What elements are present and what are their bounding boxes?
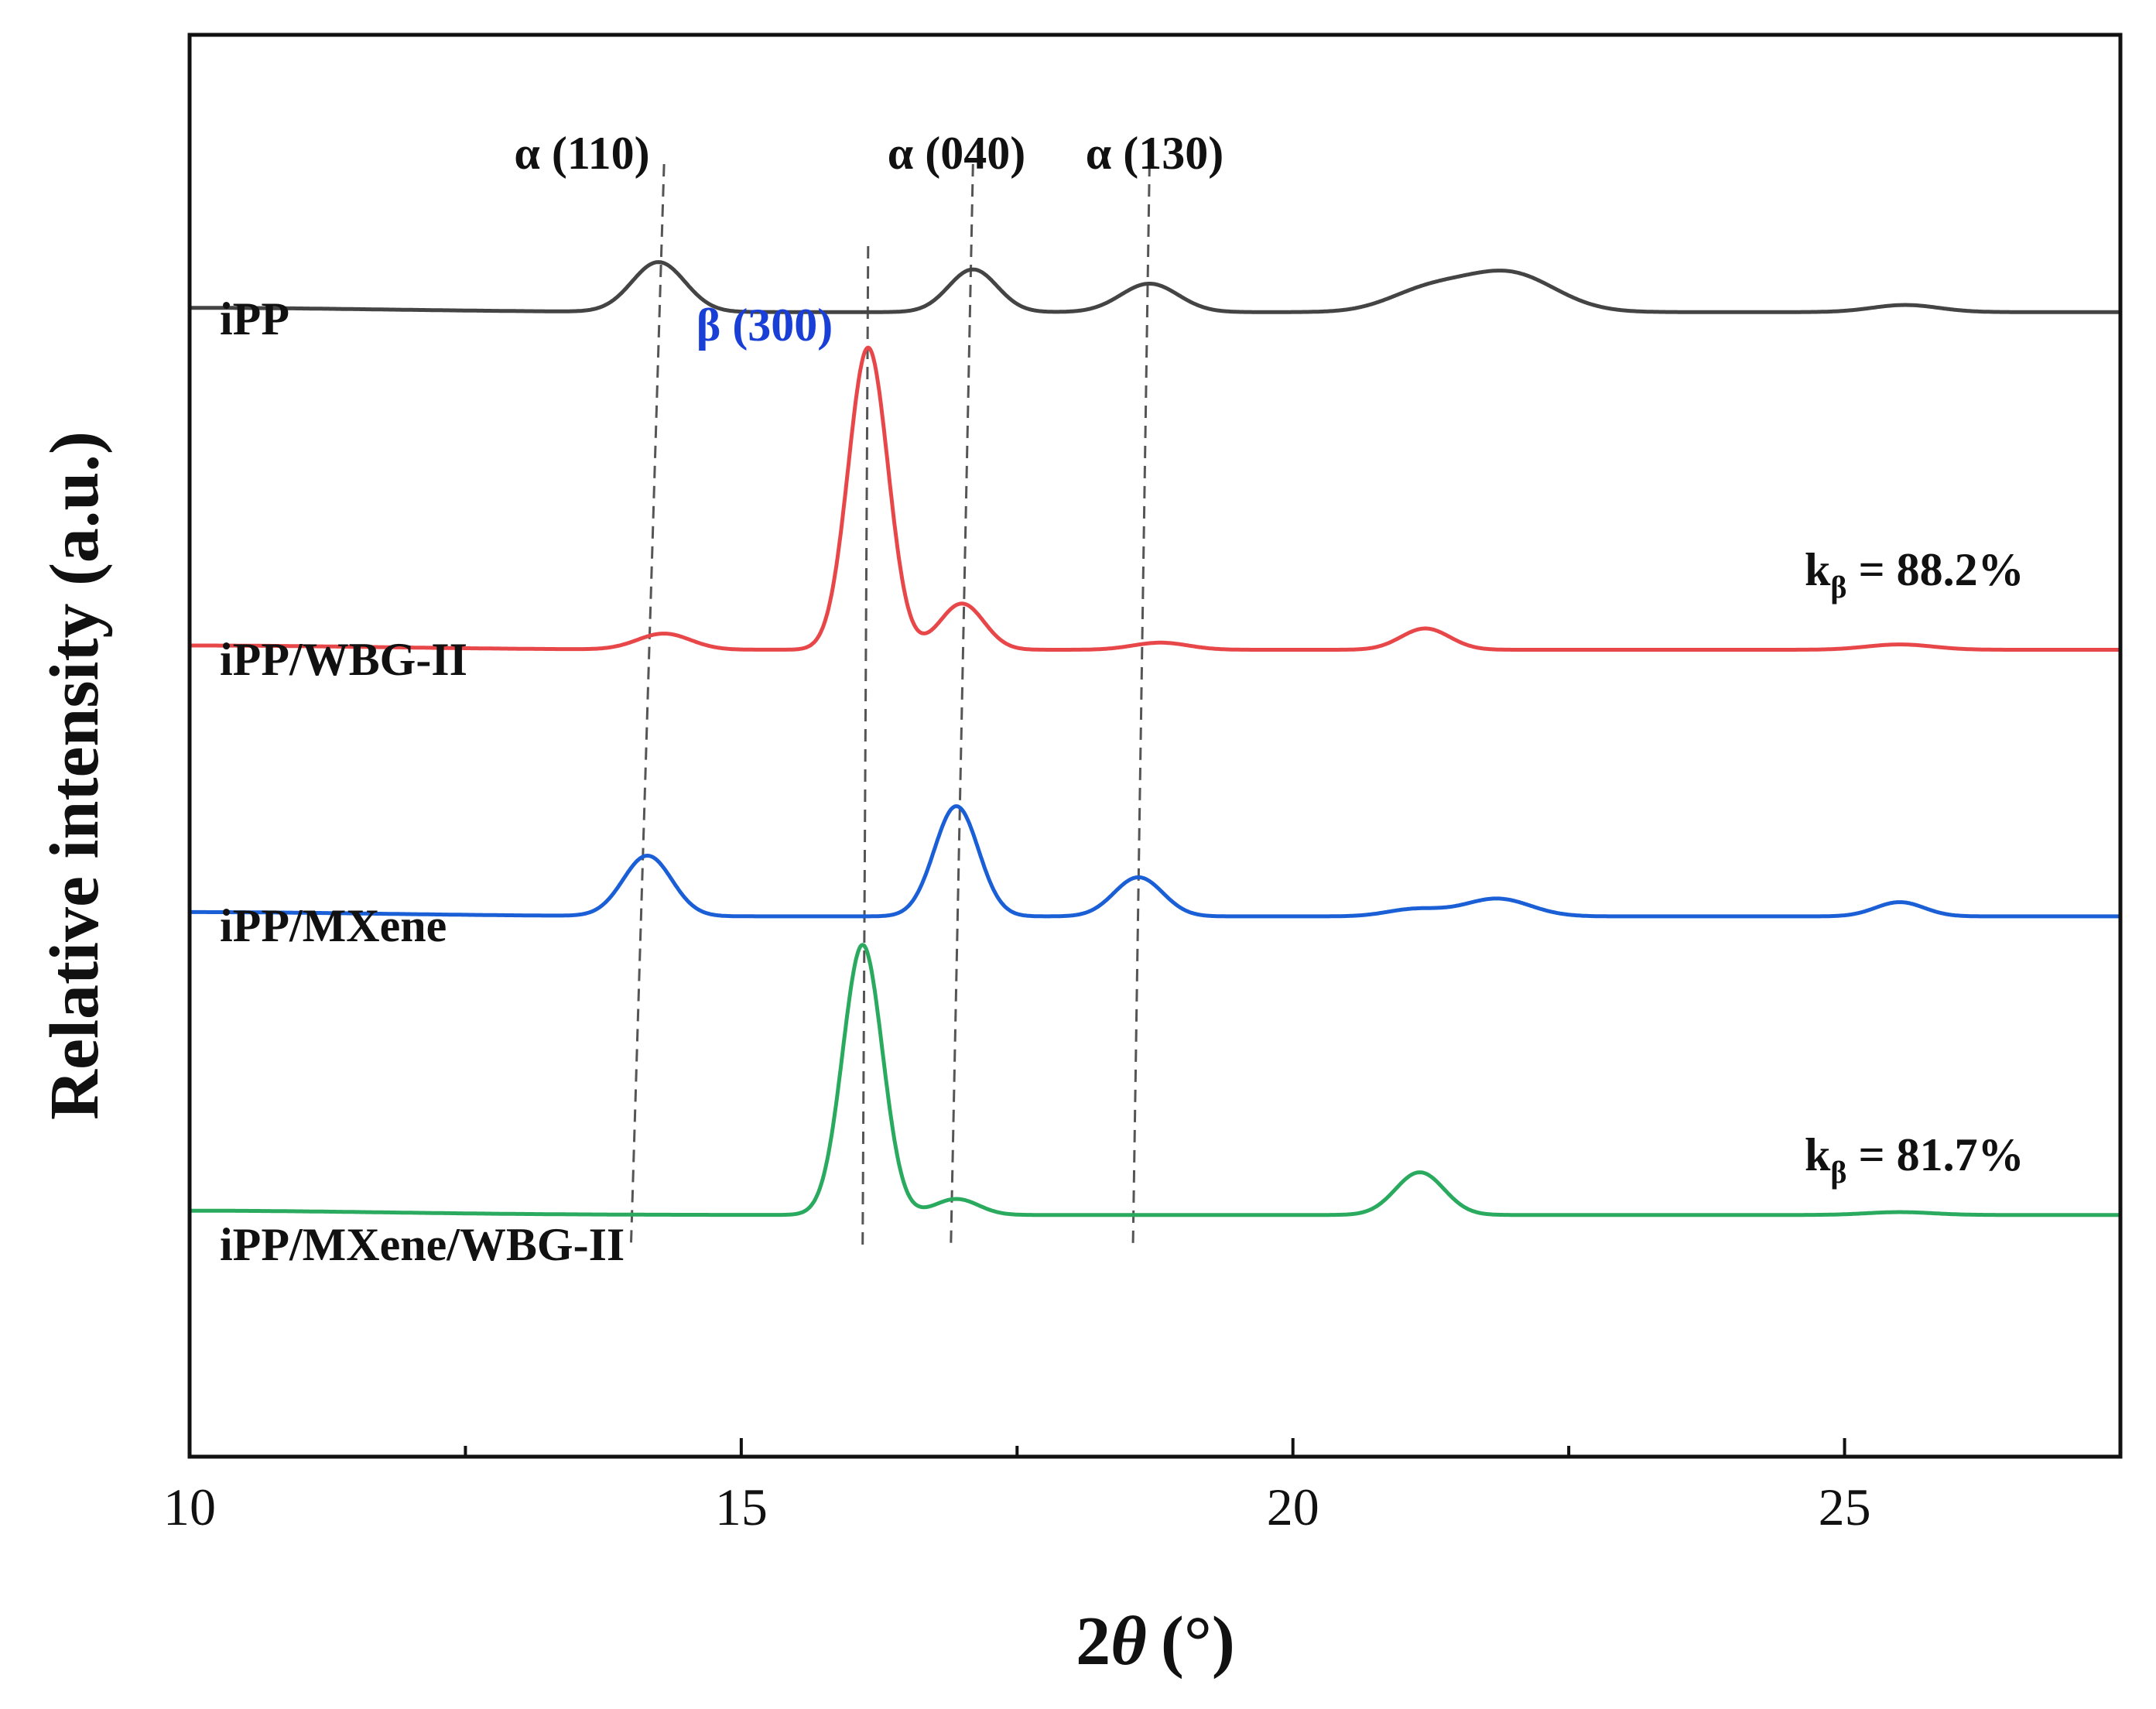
kbeta-value: = 88.2% bbox=[1846, 544, 2024, 595]
guide-lines bbox=[629, 163, 1151, 1248]
kbeta-value: = 81.7% bbox=[1846, 1129, 2024, 1180]
kbeta-prefix: k bbox=[1805, 544, 1831, 595]
series-label-ipp-mxene-wbg: iPP/MXene/WBG-II bbox=[220, 1219, 625, 1270]
guide-line-1 bbox=[861, 245, 870, 1248]
x-tick-label: 20 bbox=[1267, 1478, 1319, 1536]
kbeta-subscript: β bbox=[1830, 570, 1846, 604]
y-axis-label: Relative intensity (a.u.) bbox=[36, 431, 113, 1120]
x-tick-label: 15 bbox=[715, 1478, 768, 1536]
peak-label-beta-300: β (300) bbox=[696, 300, 833, 351]
kbeta-subscript: β bbox=[1830, 1155, 1846, 1190]
series-label-ipp-wbg: iPP/WBG-II bbox=[220, 634, 467, 685]
peak-label-alpha-110: α (110) bbox=[514, 128, 649, 179]
series-label-ipp: iPP bbox=[220, 293, 289, 344]
x-axis-label-symbol: θ bbox=[1111, 1603, 1147, 1680]
plot-frame bbox=[187, 33, 2123, 1459]
x-axis-label: 2θ (°) bbox=[1076, 1603, 1235, 1680]
peak-label-alpha-130: α (130) bbox=[1086, 128, 1223, 179]
kbeta-annotation-ipp-wbg: kβ = 88.2% bbox=[1805, 544, 2024, 604]
series-curves bbox=[188, 260, 2122, 1218]
x-tick-label: 25 bbox=[1819, 1478, 1871, 1536]
kbeta-annotation-ipp-mxene-wbg: kβ = 81.7% bbox=[1805, 1129, 2024, 1190]
series-line-ipp-wbg-ii bbox=[188, 345, 2122, 652]
peak-label-alpha-040: α (040) bbox=[888, 128, 1025, 179]
x-axis-label-main: 2 bbox=[1076, 1603, 1111, 1680]
x-axis-label-unit: (°) bbox=[1161, 1603, 1235, 1680]
series-label-ipp-mxene: iPP/MXene bbox=[220, 900, 447, 951]
series-line-ipp-mxene-wbg-ii bbox=[188, 943, 2122, 1218]
x-axis-ticks: 10 15 20 25 bbox=[163, 1438, 1871, 1536]
series-line-ipp bbox=[188, 260, 2122, 314]
kbeta-prefix: k bbox=[1805, 1129, 1831, 1180]
x-tick-label: 10 bbox=[163, 1478, 216, 1536]
series-line-ipp-mxene bbox=[188, 804, 2122, 919]
